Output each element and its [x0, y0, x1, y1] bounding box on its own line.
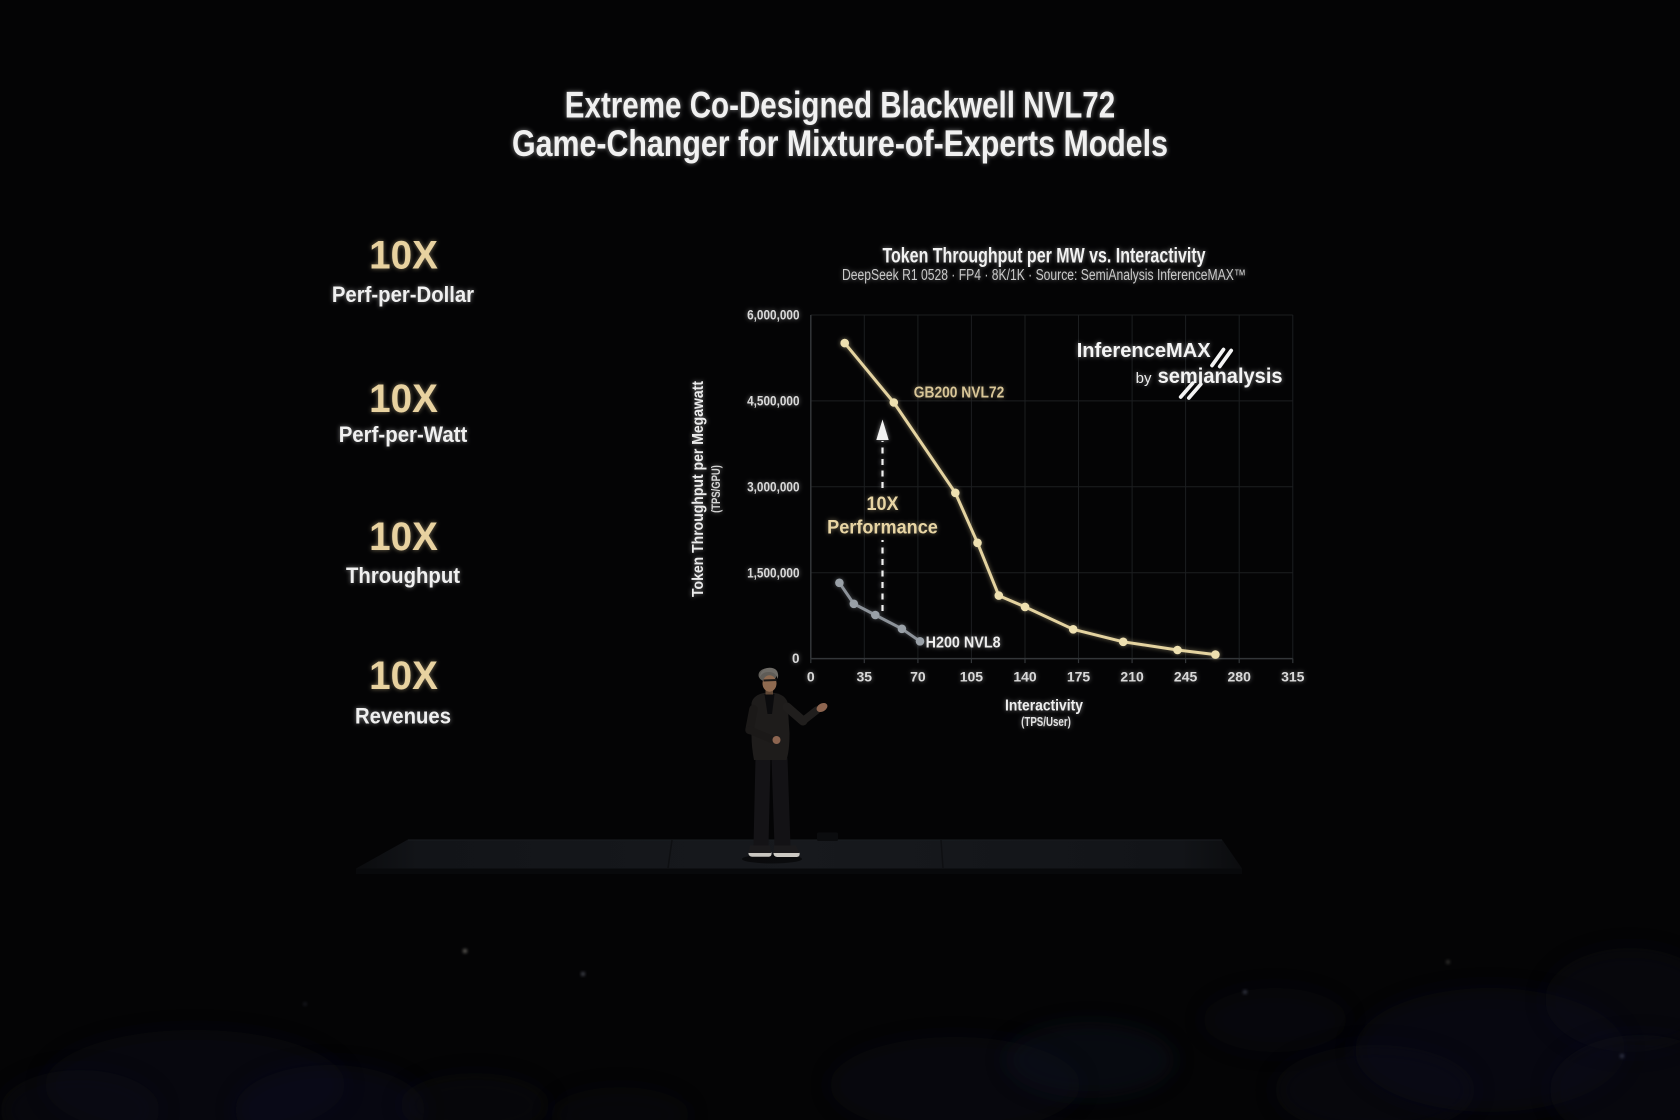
svg-text:210: 210 — [1120, 668, 1144, 684]
svg-text:10X: 10X — [369, 515, 438, 559]
svg-text:175: 175 — [1067, 668, 1091, 684]
svg-text:Performance: Performance — [827, 517, 938, 538]
svg-text:6,000,000: 6,000,000 — [747, 308, 799, 323]
svg-text:GB200 NVL72: GB200 NVL72 — [914, 384, 1005, 401]
svg-text:Perf-per-Dollar: Perf-per-Dollar — [332, 282, 474, 307]
svg-text:semianalysis: semianalysis — [1158, 364, 1283, 388]
svg-text:Token Throughput per MW vs. In: Token Throughput per MW vs. Interactivit… — [882, 244, 1205, 267]
svg-text:105: 105 — [960, 668, 984, 684]
svg-text:0: 0 — [792, 651, 800, 666]
svg-text:(TPS/GPU): (TPS/GPU) — [711, 465, 723, 513]
svg-text:10X: 10X — [866, 494, 898, 515]
svg-text:0: 0 — [807, 668, 815, 684]
svg-text:Interactivity: Interactivity — [1005, 697, 1083, 714]
svg-text:3,000,000: 3,000,000 — [747, 479, 799, 494]
svg-text:140: 140 — [1013, 668, 1037, 684]
svg-text:245: 245 — [1174, 668, 1198, 684]
svg-text:InferenceMAX: InferenceMAX — [1077, 340, 1212, 362]
svg-text:10X: 10X — [369, 233, 438, 277]
svg-text:Game-Changer for Mixture-of-Ex: Game-Changer for Mixture-of-Experts Mode… — [512, 123, 1168, 164]
svg-text:1,500,000: 1,500,000 — [747, 565, 799, 580]
svg-text:10X: 10X — [369, 377, 438, 421]
svg-text:Perf-per-Watt: Perf-per-Watt — [339, 422, 468, 447]
svg-text:by: by — [1136, 370, 1152, 387]
svg-text:(TPS/User): (TPS/User) — [1021, 715, 1071, 729]
svg-text:35: 35 — [857, 668, 873, 684]
svg-text:Throughput: Throughput — [346, 563, 460, 588]
svg-text:Token Throughput per Megawatt: Token Throughput per Megawatt — [690, 380, 707, 597]
svg-text:315: 315 — [1281, 668, 1305, 684]
svg-text:10X: 10X — [369, 654, 438, 698]
svg-text:DeepSeek R1 0528 · FP4 · 8K/1K: DeepSeek R1 0528 · FP4 · 8K/1K · Source:… — [842, 267, 1246, 284]
svg-text:H200 NVL8: H200 NVL8 — [926, 635, 1001, 652]
svg-text:70: 70 — [910, 668, 926, 684]
svg-text:Extreme Co-Designed Blackwell: Extreme Co-Designed Blackwell NVL72 — [565, 85, 1115, 126]
svg-text:Revenues: Revenues — [355, 704, 451, 729]
svg-text:280: 280 — [1228, 668, 1252, 684]
svg-text:4,500,000: 4,500,000 — [747, 394, 799, 409]
